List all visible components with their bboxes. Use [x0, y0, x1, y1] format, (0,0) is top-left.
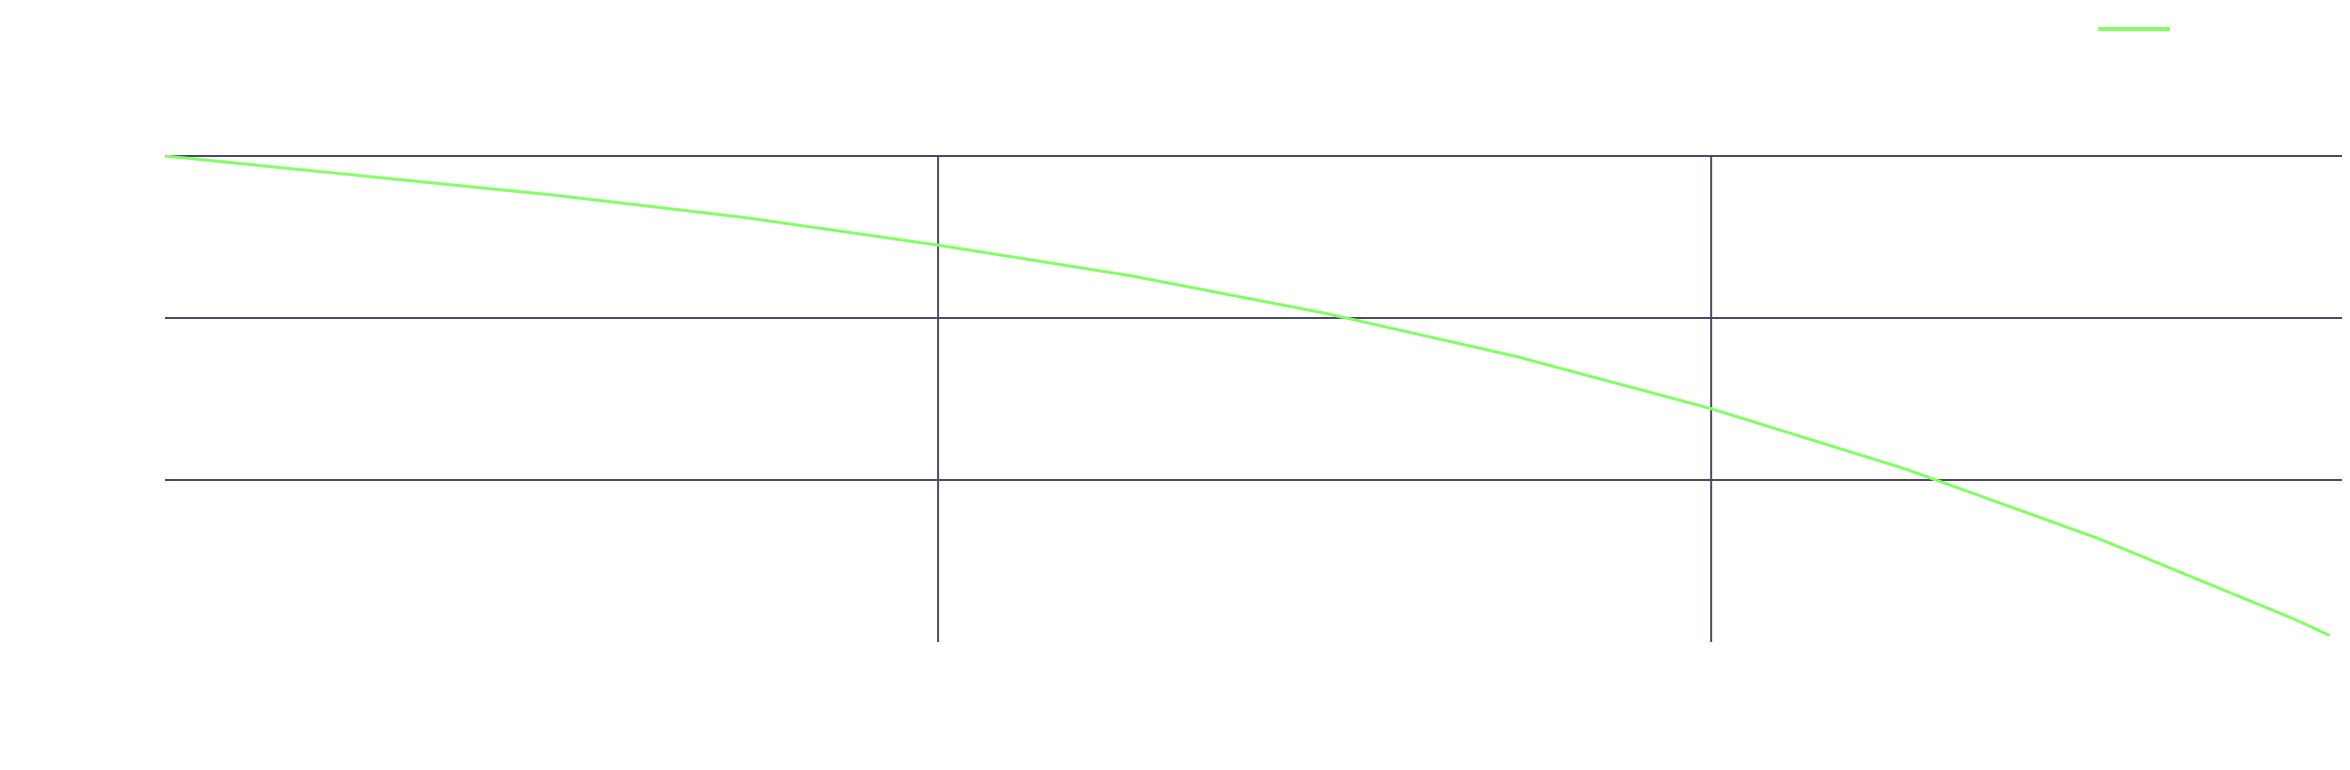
series-line: [164, 154, 2331, 637]
